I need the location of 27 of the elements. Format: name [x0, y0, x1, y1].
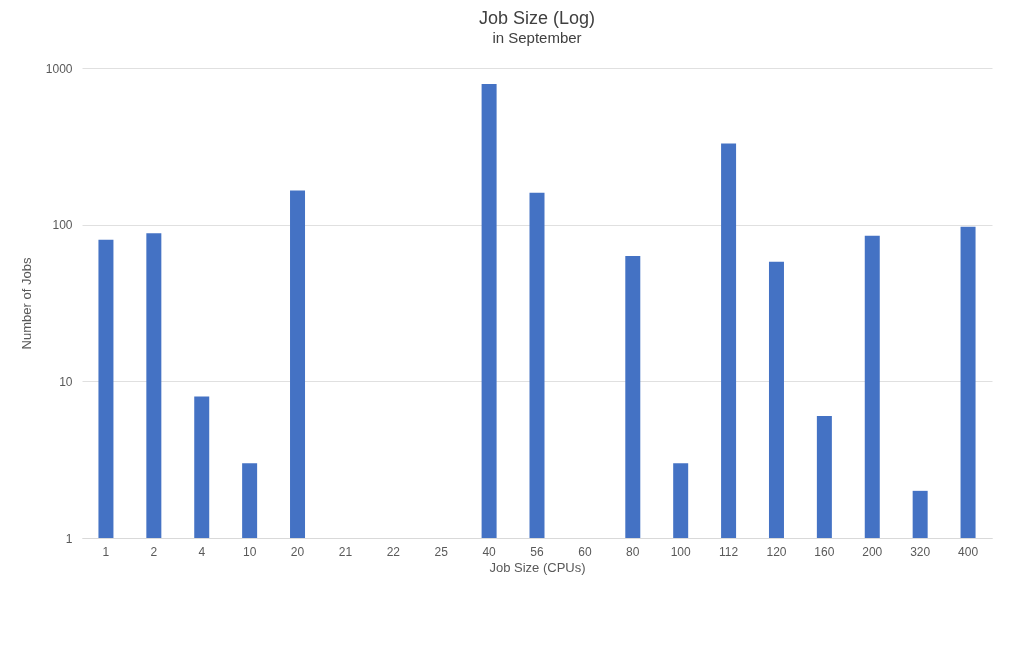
x-tick-label: 200 [862, 544, 883, 559]
x-tick-label: 112 [719, 544, 739, 559]
x-tick-label: 10 [242, 544, 257, 559]
x-tick-label: 20 [290, 544, 305, 559]
x-tick-label: 60 [578, 544, 592, 559]
x-tick-label: 160 [814, 544, 835, 559]
chart-title: Job Size (Log) [478, 8, 596, 28]
x-tick-label: 56 [530, 544, 544, 559]
x-tick-label: 120 [766, 544, 787, 559]
x-tick-label: 21 [338, 544, 353, 559]
x-tick-label: 1 [102, 544, 110, 559]
x-tick-label: 4 [198, 544, 206, 559]
y-tick-label: 1 [65, 531, 73, 546]
chart-subtitle: in September [492, 29, 582, 46]
x-tick-label: 2 [150, 544, 158, 559]
y-tick-label: 100 [52, 218, 73, 233]
x-tick-label: 25 [434, 544, 449, 559]
x-tick-label: 40 [482, 544, 497, 559]
x-tick-label: 100 [670, 544, 692, 559]
x-tick-label: 400 [958, 544, 979, 559]
y-tick-label: 10 [59, 374, 73, 389]
y-tick-label: 1000 [45, 61, 73, 76]
x-axis-title: Job Size (CPUs) [489, 559, 586, 575]
x-tick-label: 22 [386, 544, 401, 559]
y-axis-title: Number of Jobs [18, 257, 34, 350]
x-tick-label: 80 [626, 544, 640, 559]
x-tick-label: 320 [910, 544, 931, 559]
